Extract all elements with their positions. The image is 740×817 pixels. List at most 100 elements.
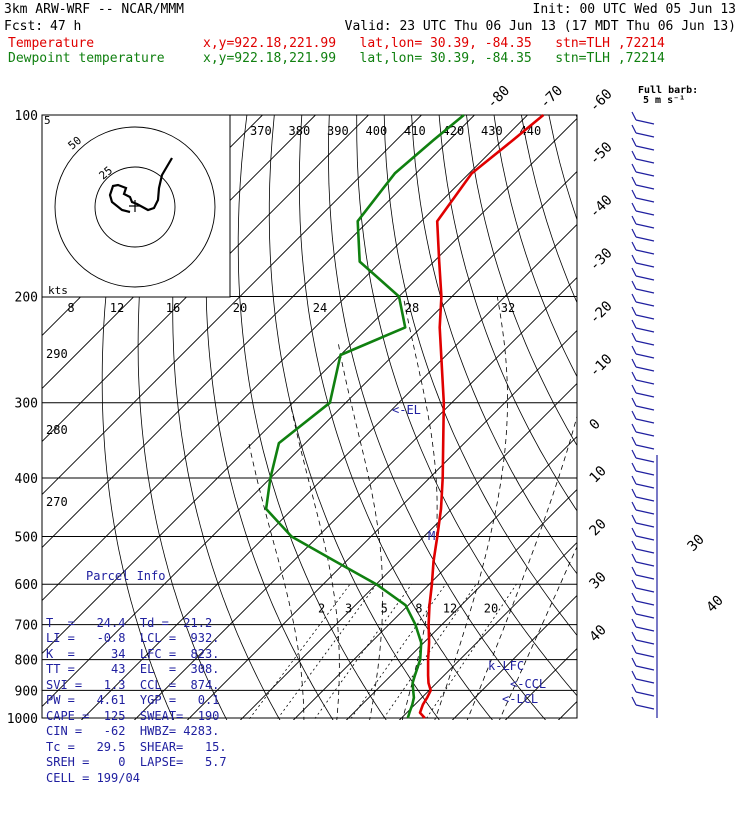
wind-barb xyxy=(636,328,654,332)
pressure-label: 500 xyxy=(15,530,38,545)
wind-barb xyxy=(636,445,654,449)
annotation-m: M xyxy=(428,529,435,543)
hodograph-speed-label: 12 xyxy=(110,301,124,315)
wind-barb xyxy=(632,151,636,159)
parcel-info-row: Tc = 29.5 SHEAR= 15. xyxy=(46,740,236,756)
hodograph-corner-label: 5 xyxy=(44,114,51,127)
wind-barb xyxy=(632,645,636,653)
wind-barb xyxy=(632,541,636,549)
parcel-info-row: CELL = 199/04 xyxy=(46,771,236,787)
wind-barb xyxy=(632,697,636,705)
wind-barb xyxy=(632,554,636,562)
wind-barb xyxy=(636,367,654,371)
moist-adiabat-line xyxy=(249,443,304,731)
wind-barb xyxy=(636,198,654,202)
wind-barb xyxy=(632,307,636,315)
wind-barb xyxy=(632,203,636,211)
isotherm-label: 10 xyxy=(587,463,610,486)
wind-barb xyxy=(636,601,654,605)
dry-adiabat-line xyxy=(659,115,740,731)
wind-barb xyxy=(632,580,636,588)
parcel-info-row: K = 34 LFC = 823. xyxy=(46,647,236,663)
hodograph-speed-label: 16 xyxy=(166,301,180,315)
parcel-info-row: T = 24.4 Td = 21.2 xyxy=(46,616,236,632)
pressure-label: 400 xyxy=(15,472,38,487)
isotherm-line xyxy=(177,115,740,731)
isotherm-label: -80 xyxy=(484,83,513,112)
theta-label: 370 xyxy=(250,124,272,138)
mixing-ratio-label: 8 xyxy=(415,602,422,616)
dewpoint-trace xyxy=(266,115,464,718)
theta-label: 430 xyxy=(481,124,503,138)
dry-adiabat-line xyxy=(329,115,555,731)
wind-barb xyxy=(632,190,636,198)
wind-barb xyxy=(636,133,654,137)
wind-barb xyxy=(636,237,654,241)
wind-barb xyxy=(636,640,654,644)
barb-legend-value: 5 m s⁻¹ xyxy=(643,95,685,106)
mixing-ratio-label: 12 xyxy=(443,602,457,616)
wind-barb xyxy=(632,242,636,250)
wind-barb xyxy=(636,289,654,293)
mixing-ratio-label: 2 xyxy=(318,602,325,616)
dry-adiabat-line xyxy=(604,115,740,731)
wind-barb xyxy=(632,177,636,185)
wind-barb xyxy=(632,632,636,640)
wind-barb xyxy=(636,523,654,527)
parcel-info-row: SREH = 0 LAPSE= 5.7 xyxy=(46,755,236,771)
wind-barb xyxy=(636,302,654,306)
wind-barb xyxy=(632,515,636,523)
wind-barb xyxy=(632,359,636,367)
wind-barb xyxy=(632,320,636,328)
wind-barb xyxy=(632,138,636,146)
moist-adiabat-line xyxy=(463,297,600,731)
isotherm-label: 30 xyxy=(685,532,708,555)
mixing-ratio-line xyxy=(375,584,476,731)
wind-barb xyxy=(632,333,636,341)
wind-barb xyxy=(632,671,636,679)
wind-barb xyxy=(632,411,636,419)
wind-barb xyxy=(632,281,636,289)
mixing-ratio-label: 20 xyxy=(484,602,498,616)
wind-barb xyxy=(632,164,636,172)
wind-barb xyxy=(632,372,636,380)
mixing-ratio-label: 5 xyxy=(381,602,388,616)
parcel-info-row: CAPE = 125 SWEAT= 190 xyxy=(46,709,236,725)
wind-barb xyxy=(632,385,636,393)
wind-barb xyxy=(636,536,654,540)
wind-barb xyxy=(632,463,636,471)
wind-barb xyxy=(632,606,636,614)
pressure-label: 700 xyxy=(15,619,38,634)
wind-barb xyxy=(636,341,654,345)
wind-barb xyxy=(632,268,636,276)
isotherm-line xyxy=(601,115,740,731)
wind-barb xyxy=(636,692,654,696)
wind-barb xyxy=(636,562,654,566)
pressure-label: 600 xyxy=(15,578,38,593)
annotation-ccl: <-CCL xyxy=(510,677,546,691)
annotation-lfc: k-LFC xyxy=(488,659,524,673)
wind-barb xyxy=(636,679,654,683)
wind-barb xyxy=(636,510,654,514)
theta-label: 270 xyxy=(46,495,68,509)
mixing-ratio-line xyxy=(241,584,350,731)
wind-barb xyxy=(632,528,636,536)
isotherm-label: -10 xyxy=(587,351,616,380)
wind-barb xyxy=(636,159,654,163)
wind-barb xyxy=(632,476,636,484)
theta-label: 410 xyxy=(404,124,426,138)
wind-barb xyxy=(632,450,636,458)
wind-barb xyxy=(632,294,636,302)
isotherm-label: 0 xyxy=(587,416,604,433)
wind-barb xyxy=(632,593,636,601)
annotation-lcl: <-LCL xyxy=(502,692,538,706)
theta-label: 400 xyxy=(366,124,388,138)
dry-adiabat-line xyxy=(549,115,740,731)
mixing-ratio-label: 3 xyxy=(345,602,352,616)
isotherm-label: -40 xyxy=(587,192,616,221)
wind-barb xyxy=(636,250,654,254)
hodograph-speed-label: 28 xyxy=(405,301,419,315)
wind-barb xyxy=(632,229,636,237)
dry-adiabat-line xyxy=(521,115,740,731)
